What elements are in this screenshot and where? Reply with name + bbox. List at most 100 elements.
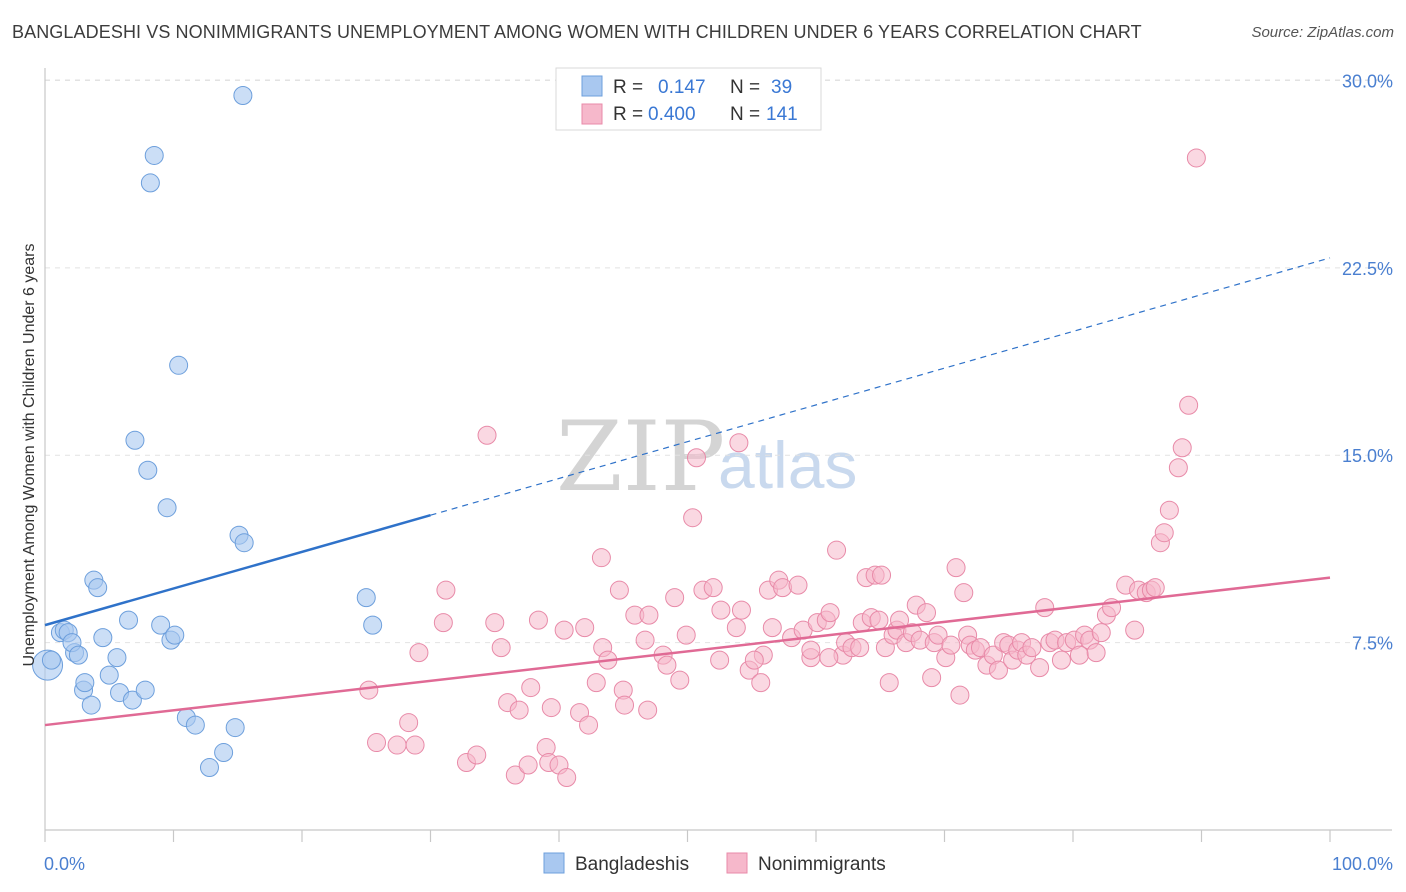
bangladeshi-point-15 <box>107 648 127 668</box>
bangladeshi-point-27 <box>165 625 185 645</box>
bangladeshi-point-13 <box>93 628 113 648</box>
bottom-legend-swatch-bangladeshis <box>543 852 565 874</box>
nonimmigrant-point-28 <box>591 548 611 568</box>
y-tick-label-0: 7.5% <box>1352 634 1393 654</box>
y-tick-label-3: 30.0% <box>1342 71 1393 91</box>
y-axis-label: Unemployment Among Women with Children U… <box>21 243 38 666</box>
bangladeshis-trend-extension <box>430 257 1331 516</box>
bangladeshi-point-22 <box>140 173 160 193</box>
nonimmigrant-point-109 <box>1022 638 1042 658</box>
nonimmigrant-point-6 <box>433 613 453 633</box>
nonimmigrant-point-93 <box>946 558 966 578</box>
nonimmigrant-point-66 <box>820 603 840 623</box>
nonimmigrants-trend-line <box>44 576 1331 727</box>
bangladeshi-point-25 <box>157 498 177 518</box>
nonimmigrant-point-60 <box>788 575 808 595</box>
nonimmigrant-point-4 <box>405 735 425 755</box>
axes <box>44 68 1392 842</box>
nonimmigrant-point-17 <box>528 610 548 630</box>
nonimmigrants-points <box>359 148 1206 788</box>
nonimmigrant-point-50 <box>729 433 749 453</box>
source-label: Source: ZipAtlas.com <box>1251 24 1394 41</box>
nonimmigrant-point-25 <box>575 618 595 638</box>
bangladeshi-point-32 <box>214 743 234 763</box>
nonimmigrant-point-135 <box>1179 395 1199 415</box>
nonimmigrant-point-56 <box>762 618 782 638</box>
legend-r-value-1: 0.147 <box>658 77 706 98</box>
bangladeshi-point-7 <box>68 645 88 665</box>
nonimmigrant-point-40 <box>665 588 685 608</box>
nonimmigrant-point-35 <box>635 630 655 650</box>
nonimmigrant-point-7 <box>436 580 456 600</box>
bangladeshi-point-1 <box>41 650 61 670</box>
nonimmigrant-point-37 <box>639 605 659 625</box>
nonimmigrant-point-95 <box>954 583 974 603</box>
y-tick-label-1: 15.0% <box>1342 446 1393 466</box>
nonimmigrant-point-79 <box>879 673 899 693</box>
legend-swatch-nonimmigrants <box>581 103 603 125</box>
nonimmigrant-point-94 <box>950 685 970 705</box>
bangladeshis-points <box>32 85 383 778</box>
nonimmigrant-point-88 <box>922 668 942 688</box>
nonimmigrant-point-120 <box>1086 643 1106 663</box>
nonimmigrant-point-10 <box>477 425 497 445</box>
nonimmigrant-point-134 <box>1172 438 1192 458</box>
nonimmigrant-point-44 <box>686 448 706 468</box>
bangladeshi-point-23 <box>144 145 164 165</box>
nonimmigrant-point-51 <box>731 600 751 620</box>
nonimmigrant-point-41 <box>670 670 690 690</box>
nonimmigrant-point-133 <box>1168 458 1188 478</box>
nonimmigrant-point-137 <box>744 650 764 670</box>
nonimmigrant-point-90 <box>928 625 948 645</box>
tick-labels: 7.5% 15.0% 22.5% 30.0% 0.0% 100.0% <box>44 71 1393 874</box>
nonimmigrant-point-132 <box>1159 500 1179 520</box>
bangladeshi-point-18 <box>122 690 142 710</box>
nonimmigrant-point-121 <box>1091 623 1111 643</box>
legend-r-label-2: R = <box>613 104 643 125</box>
nonimmigrant-point-26 <box>579 715 599 735</box>
bangladeshis-trend-line <box>44 514 431 627</box>
bangladeshi-point-19 <box>125 430 145 450</box>
bangladeshi-point-28 <box>169 355 189 375</box>
nonimmigrant-point-92 <box>941 635 961 655</box>
nonimmigrant-point-42 <box>676 625 696 645</box>
nonimmigrant-point-110 <box>1030 658 1050 678</box>
bangladeshi-point-20 <box>135 680 155 700</box>
nonimmigrant-point-22 <box>554 620 574 640</box>
nonimmigrant-point-43 <box>683 508 703 528</box>
series-legend: Bangladeshis Nonimmigrants <box>543 852 886 875</box>
nonimmigrant-point-14 <box>505 765 525 785</box>
bangladeshi-point-14 <box>99 665 119 685</box>
nonimmigrant-point-36 <box>638 700 658 720</box>
nonimmigrant-point-27 <box>586 673 606 693</box>
nonimmigrant-point-20 <box>541 698 561 718</box>
nonimmigrant-point-136 <box>1186 148 1206 168</box>
nonimmigrant-point-63 <box>801 640 821 660</box>
nonimmigrant-point-77 <box>872 565 892 585</box>
legend-n-label-2: N = <box>730 104 760 125</box>
legend-n-value-2: 141 <box>766 104 798 125</box>
trend-lines <box>44 257 1331 727</box>
nonimmigrant-point-67 <box>827 540 847 560</box>
nonimmigrant-point-9 <box>467 745 487 765</box>
nonimmigrant-point-1 <box>367 733 387 753</box>
nonimmigrant-point-82 <box>890 610 910 630</box>
nonimmigrant-point-114 <box>1051 650 1071 670</box>
bangladeshi-point-30 <box>185 715 205 735</box>
x-tick-label-1: 100.0% <box>1332 854 1393 874</box>
nonimmigrant-point-139 <box>819 648 839 668</box>
bangladeshi-point-36 <box>234 533 254 553</box>
y-tick-label-2: 22.5% <box>1342 259 1393 279</box>
nonimmigrant-point-76 <box>869 610 889 630</box>
nonimmigrant-point-71 <box>850 638 870 658</box>
nonimmigrant-point-2 <box>387 735 407 755</box>
nonimmigrant-point-111 <box>1035 598 1055 618</box>
nonimmigrant-point-15 <box>518 755 538 775</box>
nonimmigrant-point-102 <box>988 660 1008 680</box>
nonimmigrant-point-5 <box>409 643 429 663</box>
bangladeshi-point-38 <box>363 615 383 635</box>
nonimmigrant-point-46 <box>703 578 723 598</box>
bottom-legend-bangladeshis: Bangladeshis <box>575 854 689 875</box>
bangladeshi-point-37 <box>356 588 376 608</box>
bangladeshi-point-17 <box>119 610 139 630</box>
